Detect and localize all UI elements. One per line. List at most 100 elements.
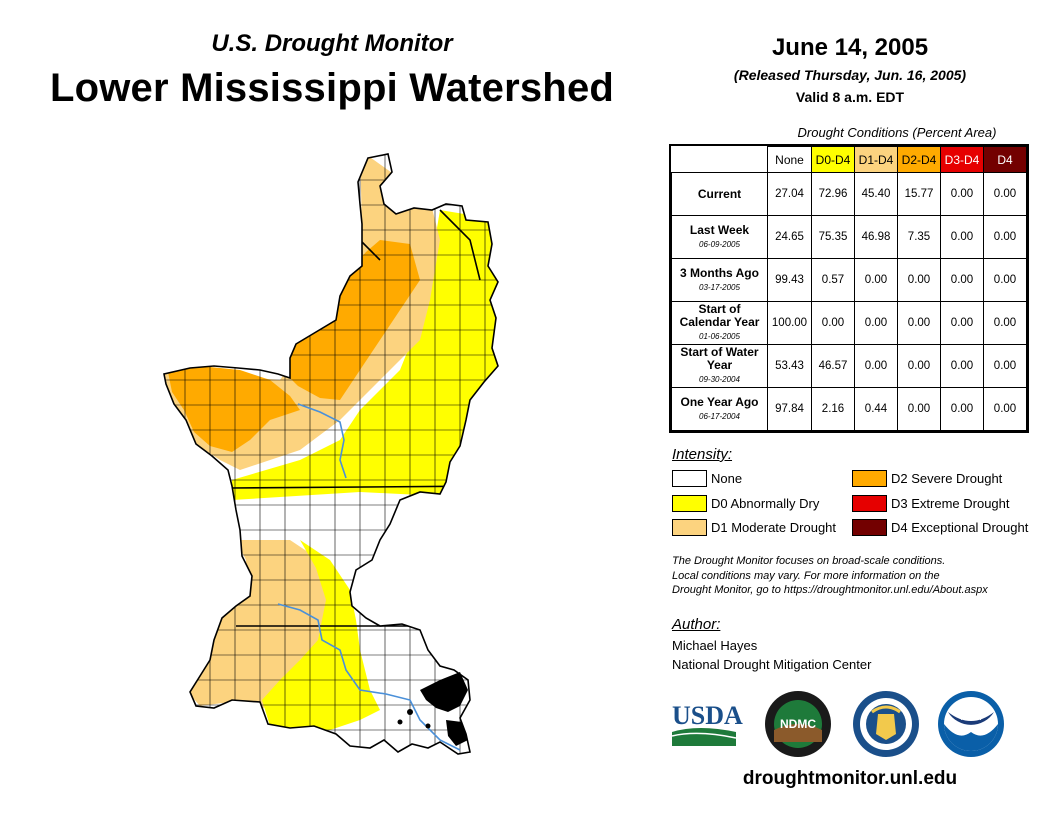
table-cell: 0.00 bbox=[940, 344, 984, 388]
col-header-none: None bbox=[767, 146, 812, 173]
col-header-d3-d4: D3-D4 bbox=[940, 146, 984, 173]
legend-item-none: None bbox=[672, 470, 742, 487]
legend-swatch-d1 bbox=[672, 519, 707, 536]
table-cell: 0.00 bbox=[811, 301, 855, 345]
table-cell: 72.96 bbox=[811, 172, 855, 216]
valid-time: Valid 8 a.m. EDT bbox=[795, 89, 905, 105]
table-cell: 99.43 bbox=[767, 258, 812, 302]
legend-item-d0: D0 Abnormally Dry bbox=[672, 495, 819, 512]
table-cell: 0.00 bbox=[897, 258, 941, 302]
col-header-d4: D4 bbox=[983, 146, 1027, 173]
table-cell: 0.00 bbox=[983, 344, 1027, 388]
row-label: Last Week 06-09-2005 bbox=[671, 215, 768, 259]
table-corner bbox=[672, 147, 768, 173]
map-date: June 14, 2005 bbox=[771, 34, 929, 61]
disclaimer-note: The Drought Monitor focuses on broad-sca… bbox=[672, 554, 1042, 598]
table-cell: 0.00 bbox=[854, 258, 898, 302]
table-cell: 27.04 bbox=[767, 172, 812, 216]
row-date: 01-06-2005 bbox=[699, 332, 740, 341]
table-cell: 2.16 bbox=[811, 387, 855, 431]
table-cell: 46.98 bbox=[854, 215, 898, 259]
table-row: One Year Ago 06-17-2004 97.84 2.16 0.44 0… bbox=[671, 387, 1027, 431]
legend-label: D3 Extreme Drought bbox=[891, 496, 1010, 511]
legend-item-d2: D2 Severe Drought bbox=[852, 470, 1002, 487]
legend-label: None bbox=[711, 471, 743, 486]
agency-logos: USDA NDMC NOAA bbox=[671, 691, 1004, 757]
row-label: Start of Calendar Year 01-06-2005 bbox=[671, 301, 768, 345]
legend-label: D1 Moderate Drought bbox=[711, 520, 837, 535]
row-date: 06-09-2005 bbox=[699, 239, 740, 249]
col-header-d0-d4: D0-D4 bbox=[811, 146, 855, 173]
table-caption: Drought Conditions (Percent Area) bbox=[797, 125, 997, 140]
table-cell: 0.00 bbox=[940, 301, 984, 345]
table-cell: 0.00 bbox=[940, 172, 984, 216]
table-cell: 0.44 bbox=[854, 387, 898, 431]
row-label: Current bbox=[671, 172, 768, 216]
table-cell: 0.00 bbox=[983, 387, 1027, 431]
table-cell: 0.00 bbox=[940, 387, 984, 431]
legend-swatch-d0 bbox=[672, 495, 707, 512]
legend-swatch-none bbox=[672, 470, 707, 487]
usda-logo: USDA bbox=[671, 701, 743, 746]
legend-swatch-d3 bbox=[852, 495, 887, 512]
table-cell: 0.00 bbox=[897, 301, 941, 345]
svg-text:USDA: USDA bbox=[672, 701, 743, 730]
note-line: Drought Monitor, go to https://droughtmo… bbox=[672, 584, 988, 596]
table-cell: 0.00 bbox=[983, 258, 1027, 302]
commerce-seal-logo bbox=[853, 691, 919, 757]
legend-title: Intensity: bbox=[672, 446, 733, 463]
table-cell: 0.00 bbox=[983, 215, 1027, 259]
map-d2-area-west bbox=[168, 366, 300, 452]
table-cell: 0.00 bbox=[940, 258, 984, 302]
table-cell: 0.00 bbox=[897, 387, 941, 431]
legend-item-d1: D1 Moderate Drought bbox=[672, 519, 836, 536]
table-cell: 46.57 bbox=[811, 344, 855, 388]
table-cell: 100.00 bbox=[767, 301, 812, 345]
table-cell: 0.00 bbox=[854, 344, 898, 388]
map-subtitle: U.S. Drought Monitor bbox=[211, 30, 453, 57]
svg-text:NDMC: NDMC bbox=[780, 717, 816, 731]
author-title: Author: bbox=[672, 616, 721, 633]
row-date: 03-17-2005 bbox=[699, 282, 740, 292]
table-cell: 0.00 bbox=[940, 215, 984, 259]
table-row: 3 Months Ago 03-17-2005 99.43 0.57 0.00 0… bbox=[671, 258, 1027, 302]
table-row: Start of Water Year 09-30-2004 53.43 46.5… bbox=[671, 344, 1027, 388]
drought-stats-table: None D0-D4 D1-D4 D2-D4 D3-D4 D4 Current … bbox=[669, 144, 1029, 433]
table-row: Last Week 06-09-2005 24.65 75.35 46.98 7.… bbox=[671, 215, 1027, 259]
legend-item-d4: D4 Exceptional Drought bbox=[852, 519, 1028, 536]
legend-item-d3: D3 Extreme Drought bbox=[852, 495, 1010, 512]
legend-swatch-d2 bbox=[852, 470, 887, 487]
table-cell: 53.43 bbox=[767, 344, 812, 388]
col-header-d2-d4: D2-D4 bbox=[897, 146, 941, 173]
footer-url[interactable]: droughtmonitor.unl.edu bbox=[742, 768, 958, 789]
table-cell: 0.57 bbox=[811, 258, 855, 302]
table-cell: 7.35 bbox=[897, 215, 941, 259]
table-cell: 15.77 bbox=[897, 172, 941, 216]
row-label: One Year Ago 06-17-2004 bbox=[671, 387, 768, 431]
coastal-marsh bbox=[397, 672, 468, 746]
ndmc-logo: NDMC bbox=[765, 691, 831, 757]
noaa-logo: NOAA bbox=[938, 691, 1004, 757]
col-header-d1-d4: D1-D4 bbox=[854, 146, 898, 173]
drought-map bbox=[163, 153, 499, 755]
table-cell: 97.84 bbox=[767, 387, 812, 431]
rivers bbox=[277, 403, 461, 751]
legend-label: D2 Severe Drought bbox=[891, 471, 1003, 486]
row-label: 3 Months Ago 03-17-2005 bbox=[671, 258, 768, 302]
map-d0-area-north bbox=[232, 210, 498, 500]
release-date: (Released Thursday, Jun. 16, 2005) bbox=[733, 67, 967, 83]
table-cell: 24.65 bbox=[767, 215, 812, 259]
author-name: Michael Hayes bbox=[672, 638, 758, 653]
legend-label: D0 Abnormally Dry bbox=[711, 496, 820, 511]
note-line: The Drought Monitor focuses on broad-sca… bbox=[672, 555, 946, 567]
table-cell: 75.35 bbox=[811, 215, 855, 259]
table-cell: 0.00 bbox=[983, 301, 1027, 345]
table-row: Current 27.04 72.96 45.40 15.77 0.00 0.0… bbox=[671, 172, 1027, 216]
table-cell: 0.00 bbox=[983, 172, 1027, 216]
row-date: 06-17-2004 bbox=[699, 411, 740, 421]
table-cell: 0.00 bbox=[854, 301, 898, 345]
row-label: Start of Water Year 09-30-2004 bbox=[671, 344, 768, 388]
row-date: 09-30-2004 bbox=[699, 375, 740, 384]
author-org: National Drought Mitigation Center bbox=[672, 657, 872, 672]
legend-label: D4 Exceptional Drought bbox=[891, 520, 1029, 535]
